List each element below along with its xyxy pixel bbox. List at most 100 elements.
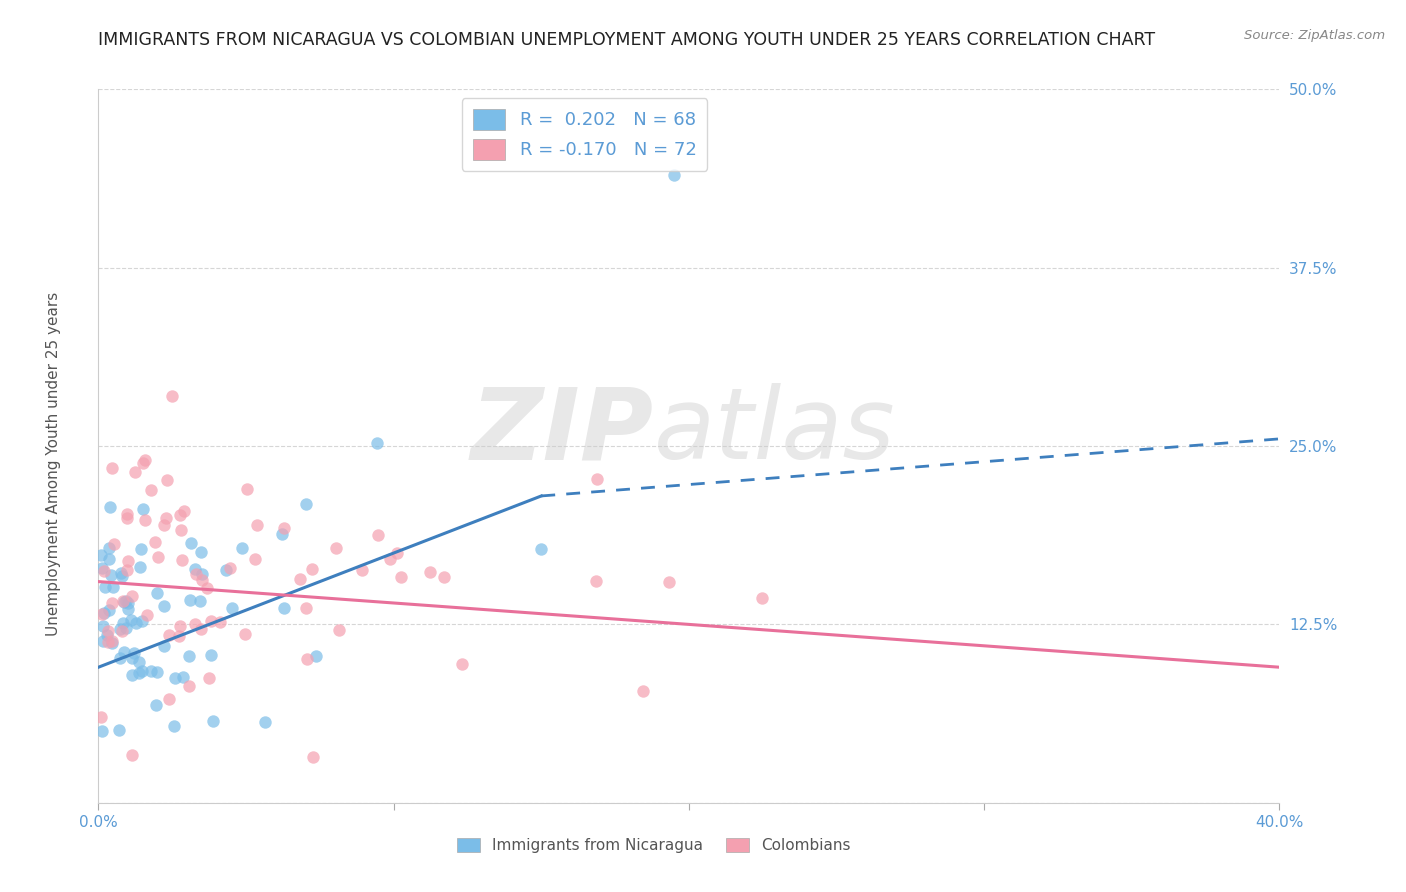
Point <box>170 553 193 567</box>
Point <box>631 683 654 698</box>
Point <box>658 575 681 590</box>
Point <box>169 523 191 537</box>
Point <box>273 600 295 615</box>
Point <box>112 645 135 659</box>
Point <box>110 566 132 581</box>
Point <box>200 648 222 663</box>
Point <box>328 623 350 637</box>
Point <box>295 652 318 666</box>
Point <box>167 629 190 643</box>
Point <box>139 483 162 497</box>
Point <box>200 615 222 629</box>
Point <box>97 635 120 649</box>
Point <box>188 593 211 607</box>
Point <box>93 564 115 578</box>
Point <box>219 561 242 575</box>
Point <box>103 537 125 551</box>
Point <box>101 596 124 610</box>
Point <box>132 456 155 470</box>
Point <box>90 607 112 621</box>
Point <box>177 648 200 663</box>
Point <box>236 482 259 496</box>
Point <box>97 603 120 617</box>
Point <box>450 657 472 672</box>
Point <box>146 549 169 564</box>
Point <box>117 563 139 577</box>
Point <box>110 622 132 636</box>
Point <box>112 595 135 609</box>
Point <box>100 567 122 582</box>
Point <box>172 669 194 683</box>
Text: Source: ZipAtlas.com: Source: ZipAtlas.com <box>1244 29 1385 42</box>
Point <box>301 562 323 576</box>
Point <box>108 651 131 665</box>
Point <box>97 624 120 639</box>
Point <box>245 552 267 566</box>
Point <box>350 563 373 577</box>
Point <box>134 453 156 467</box>
Point <box>125 615 148 630</box>
Point <box>419 565 441 579</box>
Point <box>117 554 139 568</box>
Point <box>585 473 607 487</box>
Point <box>91 723 114 738</box>
Point <box>145 698 167 712</box>
Point <box>378 551 401 566</box>
Point <box>131 614 153 628</box>
Point <box>190 545 212 559</box>
Point <box>146 665 169 679</box>
Point <box>153 599 176 613</box>
Point <box>305 649 328 664</box>
Point <box>134 513 156 527</box>
Point <box>121 747 143 762</box>
Point <box>271 526 294 541</box>
Point <box>155 511 177 525</box>
Text: atlas: atlas <box>654 384 896 480</box>
Point <box>143 534 166 549</box>
Point <box>91 618 114 632</box>
Point <box>367 528 389 542</box>
Point <box>90 548 112 562</box>
Point <box>145 586 167 600</box>
Point <box>111 624 134 638</box>
Point <box>115 508 138 522</box>
Text: Unemployment Among Youth under 25 years: Unemployment Among Youth under 25 years <box>46 292 60 636</box>
Point <box>751 591 773 606</box>
Point <box>366 436 388 450</box>
Point <box>94 580 117 594</box>
Point <box>160 389 183 403</box>
Point <box>530 542 553 557</box>
Point <box>91 561 114 575</box>
Point <box>101 633 124 648</box>
Point <box>585 574 607 588</box>
Point <box>246 518 269 533</box>
Point <box>117 601 139 615</box>
Point <box>389 570 412 584</box>
Point <box>195 581 218 595</box>
Point <box>112 593 135 607</box>
Point <box>111 615 134 630</box>
Point <box>231 541 253 556</box>
Point <box>198 671 221 685</box>
Point <box>132 502 155 516</box>
Point <box>98 552 121 566</box>
Point <box>209 615 232 629</box>
Point <box>98 541 121 556</box>
Point <box>253 714 276 729</box>
Point <box>169 508 191 522</box>
Point <box>169 619 191 633</box>
Text: IMMIGRANTS FROM NICARAGUA VS COLOMBIAN UNEMPLOYMENT AMONG YOUTH UNDER 25 YEARS C: IMMIGRANTS FROM NICARAGUA VS COLOMBIAN U… <box>98 31 1156 49</box>
Point <box>101 460 124 475</box>
Point <box>121 651 143 665</box>
Point <box>157 628 180 642</box>
Point <box>124 466 146 480</box>
Point <box>385 546 408 560</box>
Point <box>136 608 159 623</box>
Point <box>121 668 143 682</box>
Point <box>294 497 316 511</box>
Point <box>120 613 142 627</box>
Point <box>163 719 186 733</box>
Point <box>173 504 195 518</box>
Point <box>129 541 152 556</box>
Point <box>301 749 323 764</box>
